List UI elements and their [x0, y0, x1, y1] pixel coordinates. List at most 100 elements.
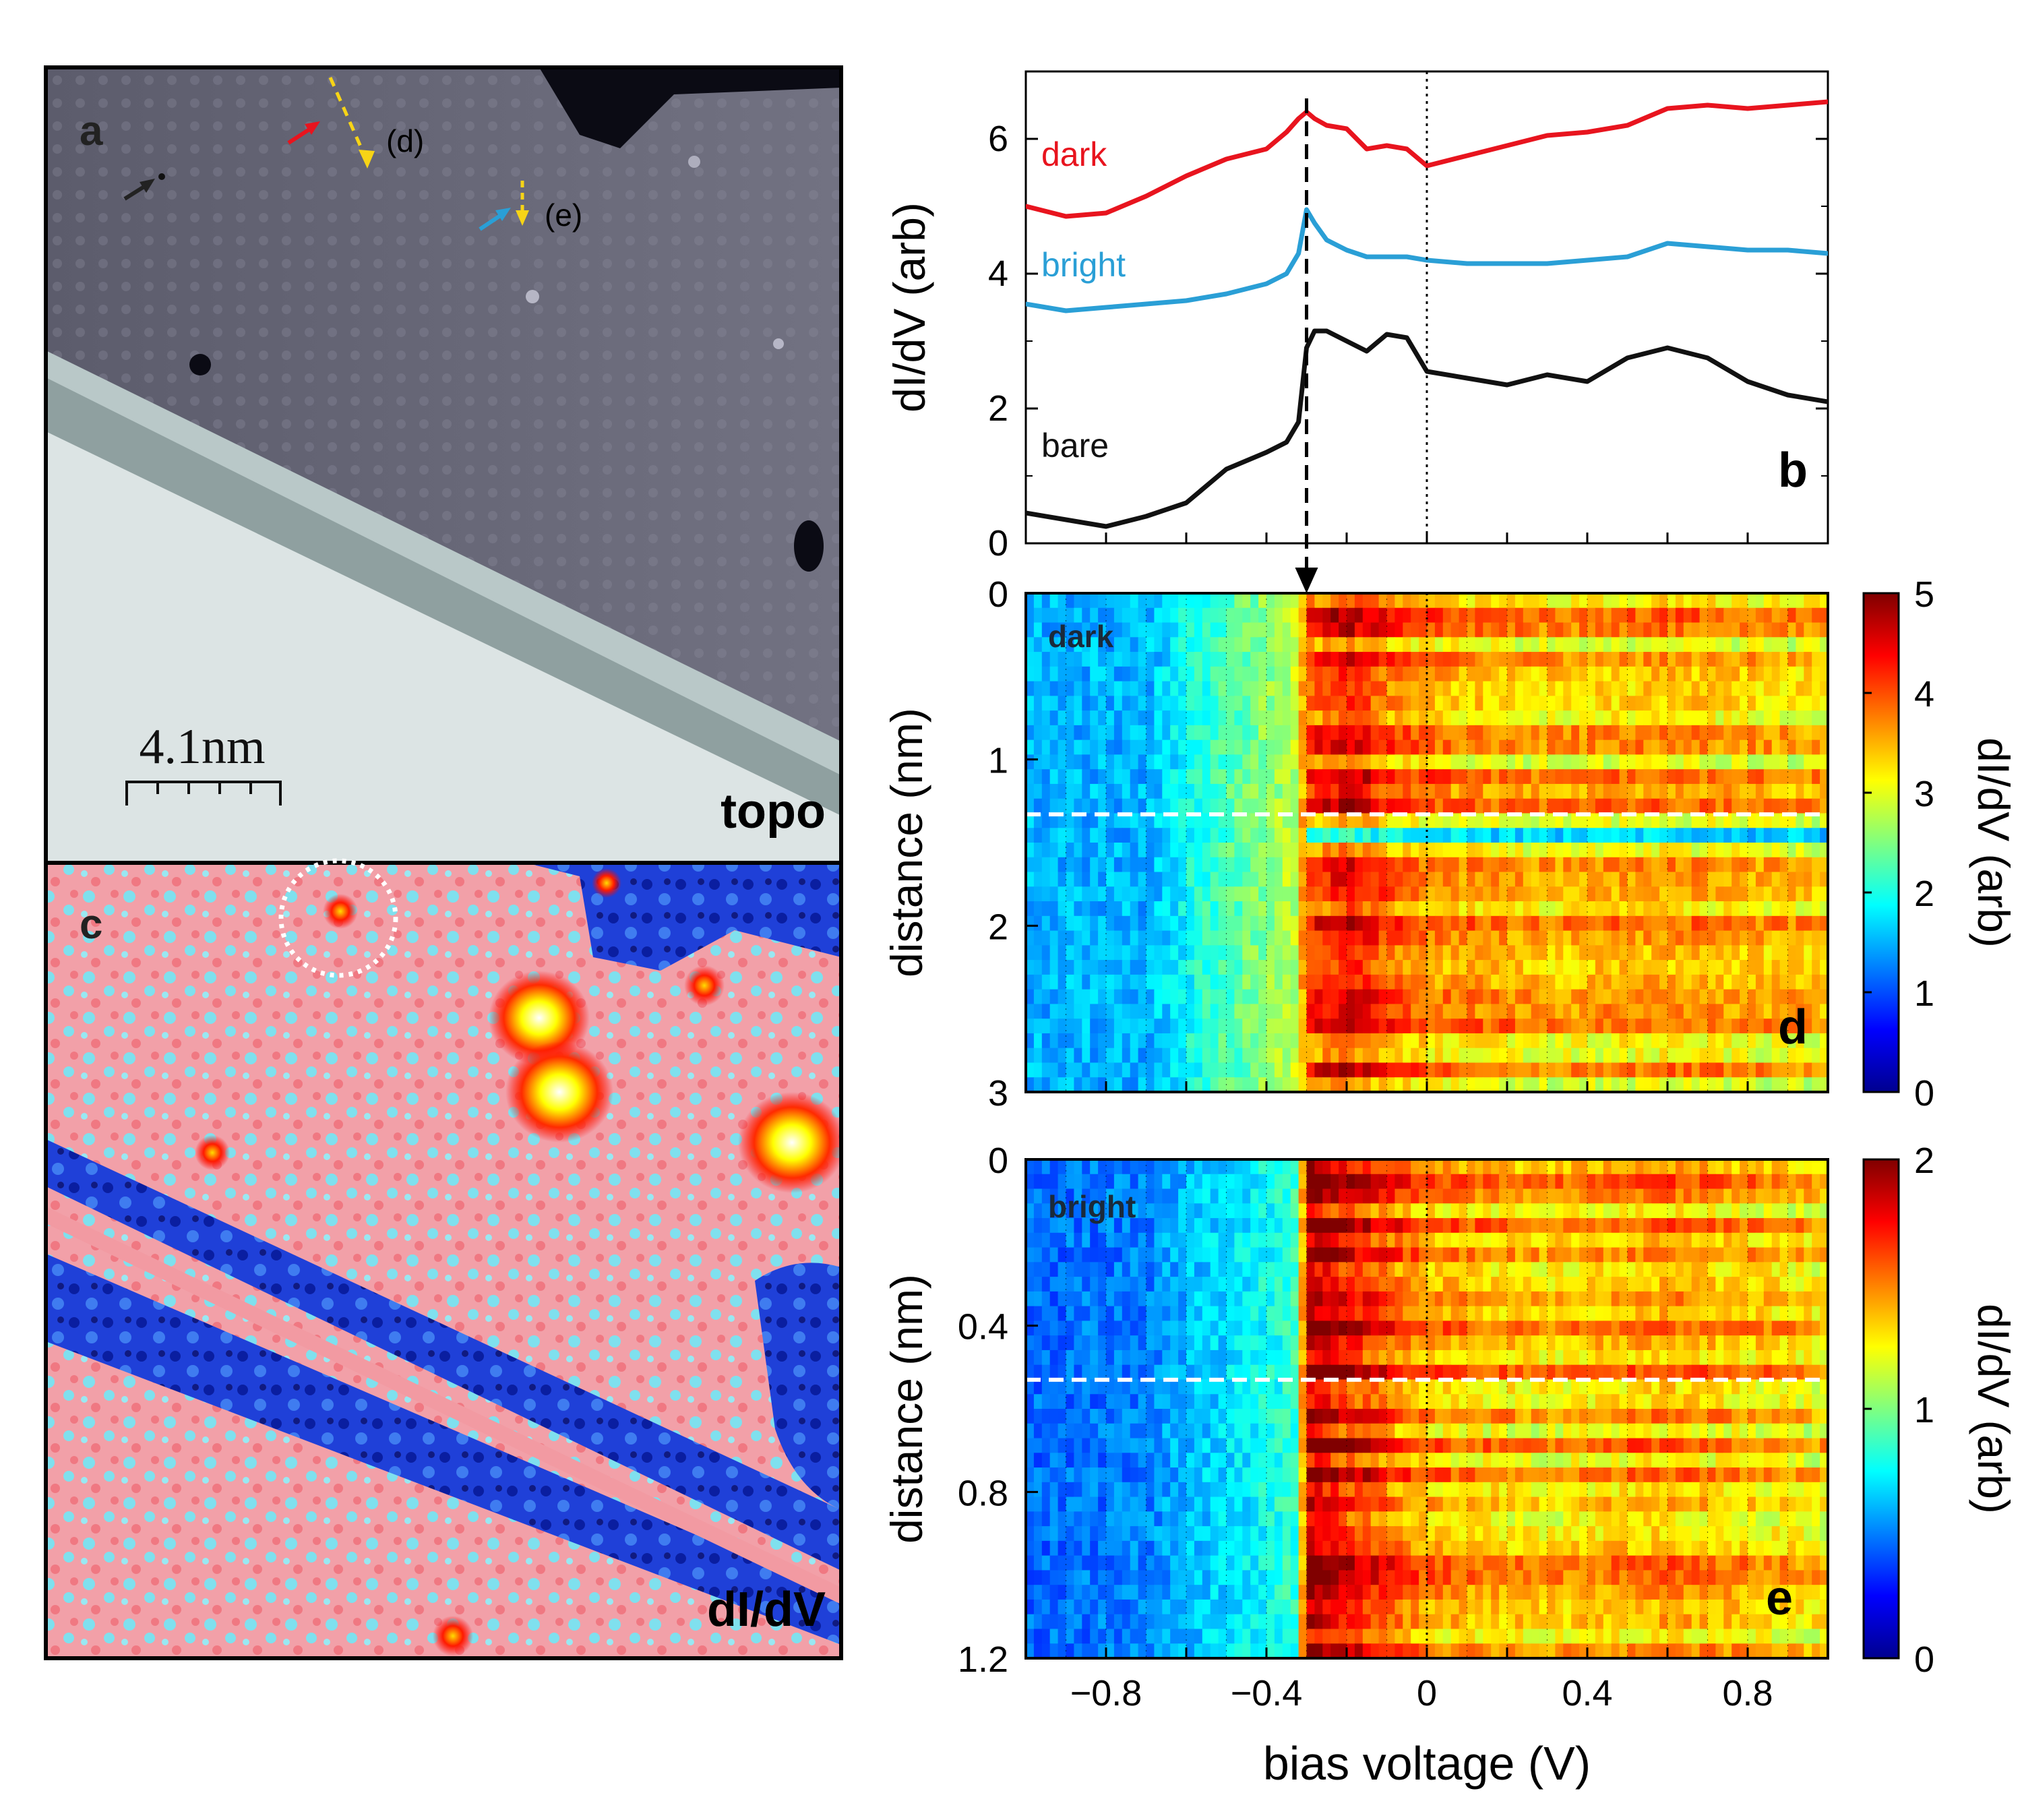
- heat-cell: [1514, 945, 1524, 961]
- heat-cell: [1635, 886, 1644, 902]
- heat-cell: [1122, 666, 1131, 682]
- heat-cell: [1635, 754, 1644, 770]
- heat-cell: [1427, 593, 1436, 609]
- data-point-dark: [1144, 194, 1148, 198]
- heat-cell: [1274, 828, 1283, 843]
- heat-cell: [1755, 1077, 1765, 1092]
- heat-cell: [1507, 652, 1516, 667]
- heat-cell: [1763, 1306, 1773, 1322]
- heat-cell: [1395, 783, 1403, 799]
- heat-cell: [1507, 813, 1516, 828]
- heat-cell: [1154, 681, 1163, 696]
- heat-cell: [1531, 1262, 1540, 1277]
- heat-cell: [1202, 798, 1211, 814]
- heat-cell: [1820, 1321, 1828, 1336]
- heat-cell: [1274, 930, 1283, 946]
- heat-cell: [1779, 901, 1789, 917]
- heat-cell: [1298, 1218, 1308, 1234]
- heat-cell: [1330, 652, 1339, 667]
- heat-cell: [1258, 1062, 1267, 1078]
- heat-cell: [1539, 1247, 1548, 1263]
- heat-cell: [1074, 1291, 1082, 1307]
- heat-cell: [1579, 1291, 1588, 1307]
- heat-cell: [1555, 696, 1564, 711]
- heat-cell: [1403, 843, 1411, 858]
- heat-cell: [1483, 725, 1492, 741]
- heat-cell: [1041, 652, 1051, 667]
- heat-cell: [1442, 1004, 1452, 1019]
- heat-cell: [1587, 739, 1596, 756]
- heat-cell: [1804, 945, 1812, 961]
- heat-cell: [1635, 974, 1644, 990]
- heat-cell: [1571, 666, 1580, 682]
- heat-cell: [1074, 739, 1082, 756]
- heat-cell: [1635, 725, 1644, 741]
- heat-cell: [1539, 1277, 1548, 1292]
- heat-cell: [1033, 607, 1043, 624]
- heat-cell: [1122, 960, 1131, 975]
- heat-cell: [1442, 783, 1452, 799]
- heat-cell: [1763, 1048, 1773, 1064]
- heat-cell: [1804, 1174, 1812, 1190]
- heat-cell: [1804, 1291, 1812, 1307]
- heat-cell: [1226, 1262, 1235, 1277]
- heat-cell: [1547, 1188, 1556, 1204]
- heat-cell: [1058, 666, 1067, 682]
- heat-cell: [1699, 1306, 1709, 1322]
- heat-cell: [1033, 1203, 1043, 1219]
- heat-cell: [1041, 1159, 1051, 1175]
- heat-cell: [1419, 1232, 1428, 1248]
- heat-cell: [1771, 857, 1781, 873]
- heat-cell: [1082, 960, 1091, 975]
- heat-cell: [1098, 666, 1107, 682]
- heat-cell: [1274, 1277, 1283, 1292]
- heat-cell: [1074, 593, 1082, 609]
- heat-cell: [1370, 989, 1380, 1005]
- heat-cell: [1683, 739, 1692, 756]
- heat-cell: [1667, 666, 1676, 682]
- heat-cell: [1098, 1203, 1107, 1219]
- heat-cell: [1796, 974, 1804, 990]
- heat-cell: [1282, 754, 1291, 770]
- heat-cell: [1146, 769, 1155, 785]
- heat-cell: [1098, 1262, 1107, 1277]
- heat-cell: [1555, 1077, 1564, 1092]
- heat-cell: [1683, 725, 1692, 741]
- heat-cell: [1531, 710, 1540, 726]
- heat-cell: [1186, 739, 1195, 756]
- heat-cell: [1707, 857, 1716, 873]
- heat-cell: [1691, 666, 1701, 682]
- heat-cell: [1226, 843, 1235, 858]
- heat-cell: [1779, 930, 1789, 946]
- heat-cell: [1210, 769, 1219, 785]
- heat-cell: [1675, 1004, 1684, 1019]
- heat-cell: [1395, 1291, 1403, 1307]
- heat-cell: [1138, 930, 1147, 946]
- heat-cell: [1514, 828, 1524, 843]
- heat-cell: [1282, 622, 1291, 638]
- heat-cell: [1314, 1048, 1323, 1064]
- heat-cell: [1667, 857, 1676, 873]
- heat-cell: [1026, 1349, 1035, 1366]
- heat-cell: [1130, 1247, 1139, 1263]
- heat-cell: [1683, 637, 1692, 653]
- heat-cell: [1290, 1203, 1299, 1219]
- heat-cell: [1058, 1232, 1067, 1248]
- heat-cell: [1138, 1321, 1147, 1336]
- heat-cell: [1362, 843, 1372, 858]
- heat-cell: [1627, 593, 1636, 609]
- heat-cell: [1282, 1077, 1291, 1092]
- topo-bright-adatom: [526, 290, 539, 303]
- heat-cell: [1258, 1203, 1267, 1219]
- heat-cell: [1290, 886, 1299, 902]
- heat-cell: [1507, 1159, 1516, 1175]
- heat-cell: [1395, 710, 1403, 726]
- heat-cell: [1812, 1188, 1820, 1204]
- heat-cell: [1491, 886, 1500, 902]
- heat-cell: [1106, 1306, 1115, 1322]
- heat-cell: [1587, 652, 1596, 667]
- heat-cell: [1483, 1306, 1492, 1322]
- heat-cell: [1106, 843, 1115, 858]
- heat-cell: [1378, 945, 1388, 961]
- heat-cell: [1354, 710, 1364, 726]
